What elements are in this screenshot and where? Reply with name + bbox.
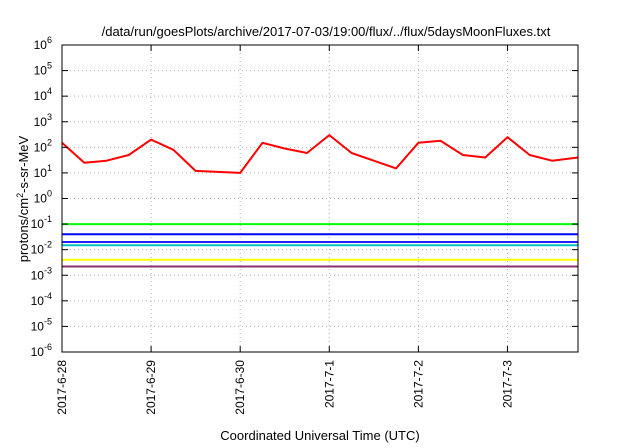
x-tick-label: 2017-7-3 xyxy=(500,360,514,408)
y-tick-label: 101 xyxy=(34,163,52,180)
y-axis-label-sup: 2 xyxy=(15,193,25,198)
y-axis-label-main: protons/cm xyxy=(16,198,31,262)
y-axis-label-rest: -s-sr-MeV xyxy=(16,135,31,192)
x-tick-label: 2017-6-30 xyxy=(233,360,247,415)
y-tick-label: 106 xyxy=(34,35,52,52)
y-tick-label: 10-1 xyxy=(31,214,52,231)
y-tick-label: 10-4 xyxy=(31,291,52,308)
y-tick-label: 102 xyxy=(34,137,52,154)
x-tick-label: 2017-7-1 xyxy=(322,360,336,408)
y-tick-label: 103 xyxy=(34,112,52,129)
y-axis-label: protons/cm2-s-sr-MeV xyxy=(15,135,31,262)
x-axis-label: Coordinated Universal Time (UTC) xyxy=(220,428,419,443)
y-tick-label: 105 xyxy=(34,61,52,78)
series-line-0 xyxy=(61,134,579,174)
y-tick-label: 100 xyxy=(34,189,52,206)
x-tick-label: 2017-7-2 xyxy=(411,360,425,408)
y-tick-label: 10-3 xyxy=(31,265,52,282)
x-tick-label: 2017-6-29 xyxy=(144,360,158,415)
y-tick-label: 10-2 xyxy=(31,240,52,257)
y-tick-label: 104 xyxy=(34,86,52,103)
y-tick-label: 10-6 xyxy=(31,342,52,359)
y-tick-label: 10-5 xyxy=(31,316,52,333)
chart-title: /data/run/goesPlots/archive/2017-07-03/1… xyxy=(102,24,551,39)
x-tick-label: 2017-6-28 xyxy=(55,360,69,415)
plot-frame xyxy=(61,44,579,353)
